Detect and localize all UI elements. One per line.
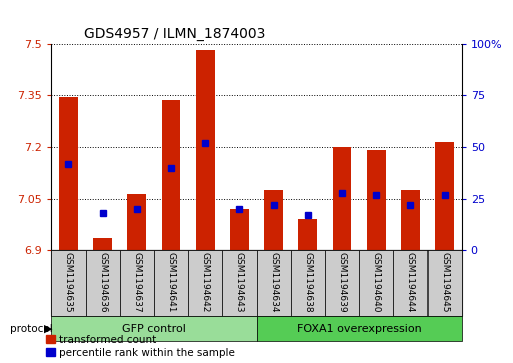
Text: GSM1194645: GSM1194645	[440, 252, 449, 313]
Bar	[120, 250, 154, 316]
Text: GSM1194644: GSM1194644	[406, 252, 415, 313]
Bar	[51, 316, 256, 341]
Text: FOXA1 overexpression: FOXA1 overexpression	[297, 323, 422, 334]
Text: GSM1194635: GSM1194635	[64, 252, 73, 313]
Bar	[256, 316, 462, 341]
Bar	[435, 142, 454, 250]
Text: GSM1194638: GSM1194638	[303, 252, 312, 313]
Bar	[401, 190, 420, 250]
Text: GSM1194640: GSM1194640	[372, 252, 381, 313]
Bar	[264, 190, 283, 250]
Text: GSM1194634: GSM1194634	[269, 252, 278, 313]
Bar	[59, 97, 78, 250]
Text: GFP control: GFP control	[122, 323, 186, 334]
Bar	[299, 219, 317, 250]
Bar	[291, 250, 325, 316]
Text: GSM1194643: GSM1194643	[235, 252, 244, 313]
Legend: transformed count, percentile rank within the sample: transformed count, percentile rank withi…	[46, 335, 234, 358]
Text: GSM1194642: GSM1194642	[201, 252, 210, 313]
Bar	[427, 250, 462, 316]
Bar	[188, 250, 222, 316]
Bar	[359, 250, 393, 316]
Bar	[162, 101, 181, 250]
Bar	[86, 250, 120, 316]
Bar	[393, 250, 427, 316]
Bar	[367, 150, 386, 250]
Text: GSM1194641: GSM1194641	[167, 252, 175, 313]
Bar	[93, 238, 112, 250]
Bar	[325, 250, 359, 316]
Text: GSM1194637: GSM1194637	[132, 252, 141, 313]
Bar	[196, 50, 214, 250]
Bar	[127, 193, 146, 250]
Text: GDS4957 / ILMN_1874003: GDS4957 / ILMN_1874003	[84, 27, 266, 41]
Bar	[222, 250, 256, 316]
Text: ▶: ▶	[44, 323, 52, 334]
Text: protocol: protocol	[10, 323, 53, 334]
Bar	[256, 250, 291, 316]
Text: GSM1194639: GSM1194639	[338, 252, 346, 313]
Bar	[154, 250, 188, 316]
Bar	[332, 147, 351, 250]
Text: GSM1194636: GSM1194636	[98, 252, 107, 313]
Bar	[230, 209, 249, 250]
Bar	[51, 250, 86, 316]
